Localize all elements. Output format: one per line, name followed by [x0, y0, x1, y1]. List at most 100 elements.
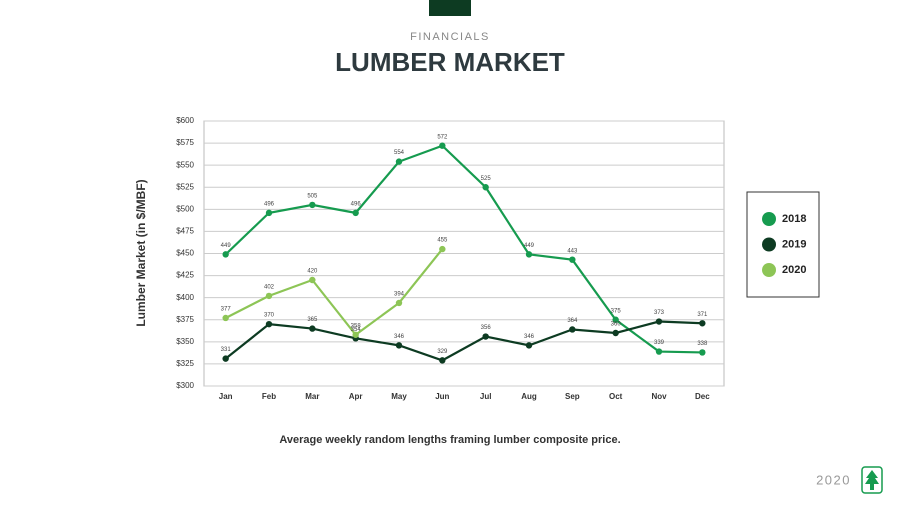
data-label: 554 [394, 150, 405, 156]
data-label: 402 [264, 284, 275, 290]
data-label: 449 [524, 243, 535, 249]
data-point [222, 355, 229, 362]
data-point [395, 342, 403, 349]
data-point [482, 333, 489, 340]
data-label: 329 [437, 349, 448, 355]
data-point [569, 256, 576, 263]
data-point [482, 184, 489, 191]
data-point [569, 326, 576, 333]
data-label: 394 [394, 292, 405, 298]
header-bar [429, 0, 471, 16]
data-point [395, 158, 403, 165]
legend-label: 2019 [782, 238, 806, 250]
data-point [265, 320, 273, 328]
legend-label: 2020 [782, 264, 806, 276]
y-tick-label: $375 [176, 315, 194, 324]
data-label: 346 [394, 334, 405, 340]
data-point [655, 348, 663, 355]
y-tick-label: $475 [176, 227, 194, 236]
y-tick-label: $500 [176, 204, 194, 213]
data-label: 331 [221, 347, 232, 353]
y-tick-label: $600 [176, 116, 194, 125]
data-label: 505 [307, 193, 318, 199]
data-label: 449 [221, 243, 232, 249]
data-label: 496 [264, 201, 275, 207]
caption: Average weekly random lengths framing lu… [279, 434, 620, 446]
x-tick-label: Nov [651, 392, 667, 401]
logo [861, 466, 883, 494]
data-label: 375 [611, 308, 622, 314]
y-tick-label: $450 [176, 249, 194, 258]
section-label: FINANCIALS [410, 31, 490, 43]
series-line [224, 320, 703, 362]
data-point [439, 357, 446, 364]
data-point [222, 314, 229, 322]
data-point [525, 342, 533, 349]
data-point [265, 292, 273, 300]
data-label: 420 [307, 269, 318, 275]
data-label: 377 [221, 307, 232, 313]
x-tick-label: Feb [262, 392, 276, 401]
series-line [224, 144, 703, 354]
legend-box [746, 191, 820, 298]
data-label: 354 [351, 327, 362, 333]
data-point [439, 245, 446, 253]
data-label: 572 [437, 134, 448, 140]
data-label: 358 [351, 323, 362, 329]
data-point [352, 209, 359, 217]
footer-year: 2020 [816, 472, 851, 487]
y-tick-label: $350 [176, 337, 194, 346]
data-label: 360 [611, 322, 622, 328]
y-tick-label: $400 [176, 293, 194, 302]
data-point [699, 349, 706, 356]
data-label: 371 [697, 312, 708, 318]
y-tick-label: $525 [176, 182, 194, 191]
legend-swatch [762, 237, 776, 252]
data-label: 373 [654, 310, 665, 316]
x-tick-label: May [391, 392, 407, 401]
series-line [225, 248, 444, 337]
data-label: 364 [567, 318, 578, 324]
x-tick-label: Apr [349, 392, 363, 401]
data-point [265, 209, 273, 217]
data-point [222, 251, 229, 258]
x-tick-label: Jan [219, 392, 233, 401]
data-point [309, 201, 316, 209]
data-point [352, 331, 359, 338]
x-tick-label: Aug [521, 392, 537, 401]
data-point [612, 316, 619, 323]
data-label: 338 [697, 341, 708, 347]
data-label: 525 [481, 176, 492, 182]
data-point [309, 325, 316, 332]
legend-swatch [762, 212, 776, 226]
y-tick-label: $550 [176, 160, 194, 169]
data-point [525, 251, 533, 258]
data-point [395, 299, 403, 307]
data-label: 365 [307, 317, 318, 323]
x-tick-label: Jul [480, 392, 492, 401]
data-label: 370 [264, 313, 275, 319]
data-point [309, 276, 316, 284]
page-title: LUMBER MARKET [335, 47, 565, 77]
x-tick-label: Oct [609, 392, 623, 401]
y-tick-label: $575 [176, 138, 194, 147]
data-label: 496 [351, 201, 362, 207]
data-label: 356 [481, 325, 492, 331]
data-label: 339 [654, 340, 665, 346]
data-label: 455 [437, 238, 448, 244]
legend-label: 2018 [782, 213, 806, 225]
y-tick-label: $300 [176, 381, 194, 390]
x-tick-label: Sep [565, 392, 580, 401]
legend-swatch [762, 263, 776, 277]
x-tick-label: Mar [305, 392, 319, 401]
y-axis-title: Lumber Market (in $/MBF) [134, 179, 148, 326]
y-tick-label: $325 [176, 359, 194, 368]
x-tick-label: Dec [695, 392, 710, 401]
x-tick-label: Jun [435, 392, 449, 401]
data-label: 443 [567, 248, 578, 254]
data-point [612, 329, 619, 337]
data-label: 346 [524, 334, 535, 340]
data-point [655, 318, 663, 325]
data-point [699, 320, 706, 327]
